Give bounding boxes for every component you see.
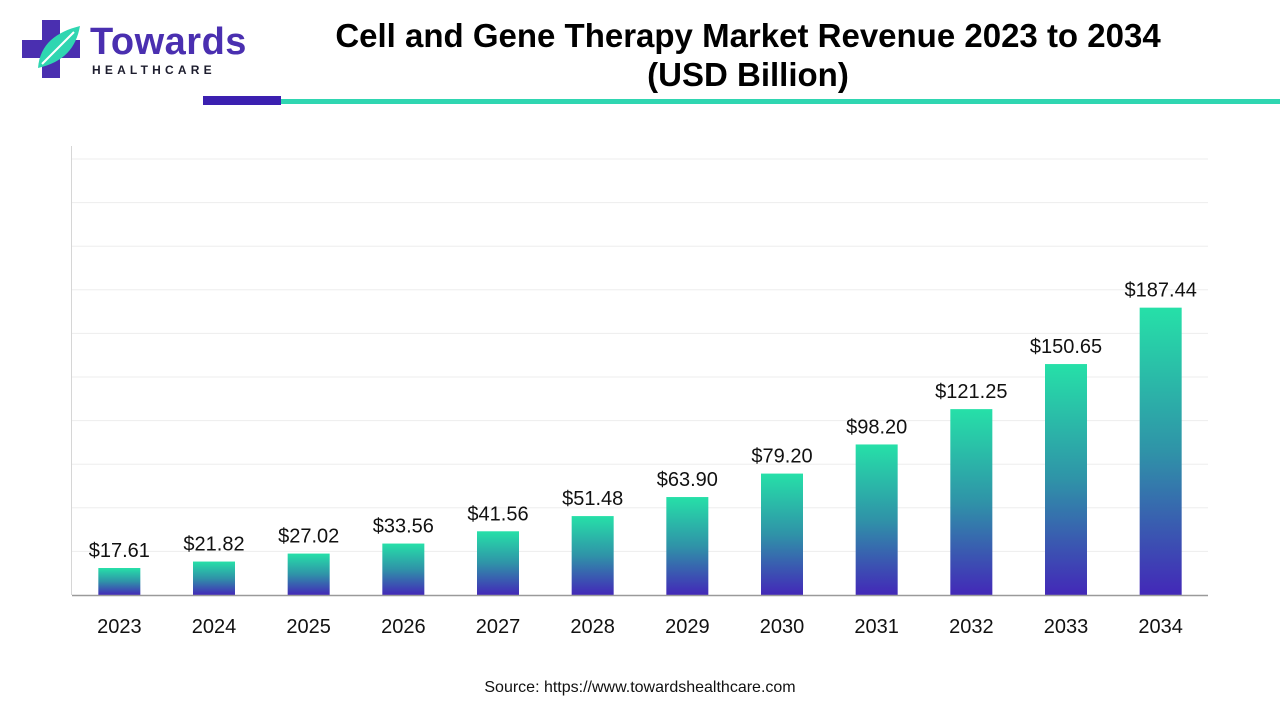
value-label-2032: $121.25: [935, 381, 1007, 403]
chart-x-tick-labels: 2023 2024 2025 2026 2027 2028 2029 2030 2031 2032…: [97, 616, 1183, 638]
x-tick-2034: 2034: [1138, 616, 1183, 638]
bar-2032: [950, 409, 993, 595]
x-tick-2025: 2025: [286, 616, 331, 638]
x-tick-2033: 2033: [1044, 616, 1089, 638]
bar-2024: [193, 561, 235, 595]
value-label-2024: $21.82: [183, 534, 244, 556]
x-tick-2024: 2024: [192, 616, 237, 638]
x-tick-2023: 2023: [97, 616, 142, 638]
chart-title: Cell and Gene Therapy Market Revenue 202…: [260, 16, 1236, 94]
value-label-2028: $51.48: [562, 488, 623, 510]
brand-subtitle: HEALTHCARE: [92, 63, 216, 77]
value-label-2030: $79.20: [751, 446, 812, 468]
value-label-2029: $63.90: [657, 469, 718, 491]
header-rule-accent: [203, 96, 281, 105]
bar-2028: [571, 516, 614, 595]
header-rule: [281, 99, 1280, 104]
bar-2025: [287, 553, 330, 595]
bar-2026: [382, 543, 425, 595]
brand-name: Towards: [90, 21, 247, 63]
bar-2027: [477, 531, 519, 595]
x-tick-2031: 2031: [854, 616, 899, 638]
bar-2034: [1139, 307, 1182, 595]
chart-bars: [98, 307, 1182, 595]
x-tick-2029: 2029: [665, 616, 710, 638]
chart-value-labels: $17.61 $21.82 $27.02 $33.56 $41.56 $51.48 $63.…: [89, 280, 1197, 562]
bar-2029: [666, 497, 709, 595]
source-note: Source: https://www.towardshealthcare.co…: [484, 679, 796, 696]
bar-chart-canvas: $17.61 $21.82 $27.02 $33.56 $41.56 $51.48 $63.…: [71, 146, 1208, 638]
bar-2033: [1045, 364, 1087, 595]
value-label-2027: $41.56: [467, 503, 528, 525]
x-tick-2026: 2026: [381, 616, 426, 638]
value-label-2025: $27.02: [278, 526, 339, 548]
medical-cross-leaf-icon: [22, 20, 80, 78]
chart-title-line-2: (USD Billion): [647, 56, 849, 93]
chart-axes: [71, 146, 1208, 597]
chart-gridlines: [72, 158, 1208, 552]
value-label-2033: $150.65: [1030, 336, 1102, 358]
value-label-2034: $187.44: [1125, 280, 1197, 302]
bar-chart: $17.61 $21.82 $27.02 $33.56 $41.56 $51.48 $63.…: [0, 120, 1280, 660]
bar-2030: [761, 473, 803, 595]
x-tick-2028: 2028: [570, 616, 615, 638]
bar-2031: [855, 444, 898, 595]
x-tick-2027: 2027: [476, 616, 521, 638]
bar-2023: [98, 568, 141, 595]
value-label-2026: $33.56: [373, 516, 434, 538]
value-label-2023: $17.61: [89, 540, 150, 562]
x-tick-2032: 2032: [949, 616, 994, 638]
chart-title-line-1: Cell and Gene Therapy Market Revenue 202…: [335, 17, 1161, 54]
brand-logo: Towards HEALTHCARE: [20, 20, 246, 80]
value-label-2031: $98.20: [846, 416, 907, 438]
x-tick-2030: 2030: [760, 616, 805, 638]
